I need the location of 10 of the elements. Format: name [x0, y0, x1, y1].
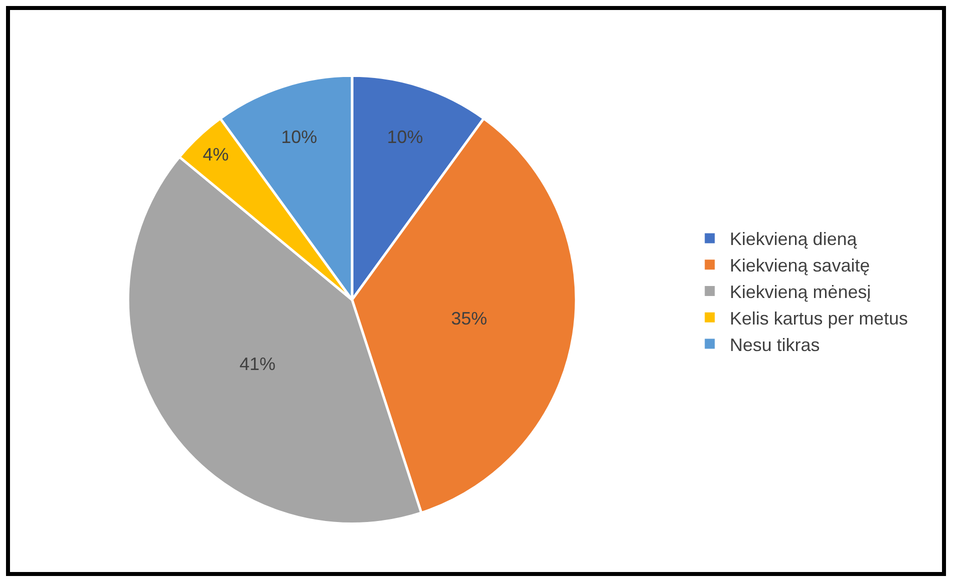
legend-label: Kiekvieną savaitę	[730, 256, 870, 276]
data-label: 41%	[240, 354, 276, 374]
legend-label: Kelis kartus per metus	[730, 308, 908, 328]
legend-label: Nesu tikras	[730, 334, 820, 355]
data-label: 10%	[281, 126, 318, 147]
legend-label: Kiekvieną mėnesį	[730, 282, 871, 302]
data-label: 10%	[386, 126, 423, 147]
legend-label: Kiekvieną dieną	[730, 229, 858, 250]
data-label: 35%	[451, 308, 488, 328]
data-label: 4%	[202, 144, 229, 165]
